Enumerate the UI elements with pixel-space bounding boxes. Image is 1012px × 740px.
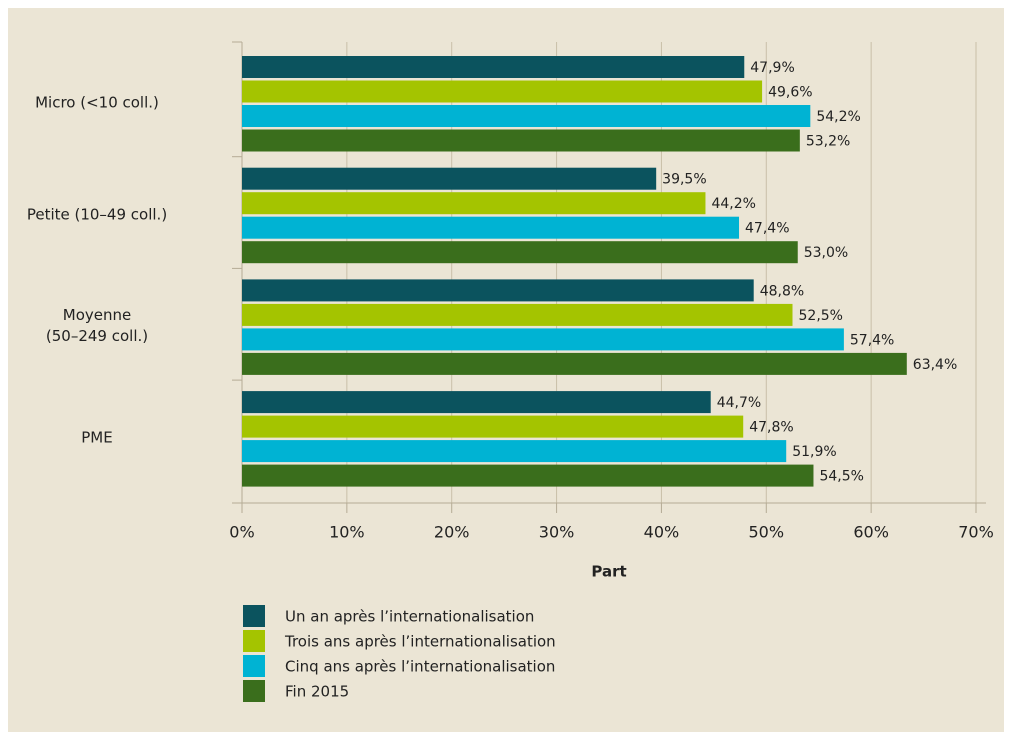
y-tick-label: Moyenne (50–249 coll.) — [45, 306, 149, 346]
bar — [242, 464, 814, 487]
bar — [242, 192, 706, 215]
bar — [242, 391, 711, 414]
bar — [242, 328, 844, 351]
bar — [242, 415, 744, 438]
x-tick-label: 30% — [539, 523, 575, 542]
value-label: 47,4% — [745, 221, 789, 237]
value-label: 47,9% — [750, 60, 794, 76]
bar — [242, 105, 811, 127]
value-label: 53,0% — [804, 245, 848, 261]
value-label: 47,8% — [749, 420, 793, 436]
legend-swatch — [243, 605, 265, 627]
x-tick-label: 40% — [644, 523, 680, 542]
value-label: 39,5% — [662, 172, 706, 188]
value-label: 53,2% — [806, 134, 850, 150]
y-tick-label: Micro (<10 coll.) — [35, 93, 159, 112]
value-label: 48,8% — [760, 283, 804, 299]
legend-swatch — [243, 630, 265, 652]
bar — [242, 279, 754, 302]
y-tick-label: PME — [81, 428, 113, 447]
value-label: 54,5% — [819, 469, 863, 485]
value-label: 57,4% — [850, 332, 894, 348]
value-label: 52,5% — [799, 308, 843, 324]
x-tick-label: 10% — [329, 523, 365, 542]
value-label: 51,9% — [792, 444, 836, 460]
value-label: 49,6% — [768, 85, 812, 101]
value-label: 54,2% — [816, 109, 860, 125]
legend-label: Cinq ans après l’internationalisation — [285, 658, 555, 676]
legend-label: Un an après l’internationalisation — [285, 608, 534, 626]
legend-label: Fin 2015 — [285, 683, 349, 701]
bar — [242, 241, 798, 264]
legend-swatch — [243, 680, 265, 702]
x-tick-label: 70% — [958, 523, 994, 542]
x-tick-label: 50% — [749, 523, 785, 542]
bar — [242, 167, 657, 190]
bar — [242, 440, 787, 463]
x-tick-label: 60% — [853, 523, 889, 542]
value-label: 44,7% — [717, 395, 761, 411]
legend-swatch — [243, 655, 265, 677]
value-label: 63,4% — [913, 357, 957, 373]
legend-label: Trois ans après l’internationalisation — [284, 633, 556, 651]
value-label: 44,2% — [711, 196, 755, 212]
bar — [242, 216, 740, 239]
x-tick-label: 20% — [434, 523, 470, 542]
x-tick-label: 0% — [229, 523, 254, 542]
y-tick-label: Petite (10–49 coll.) — [26, 205, 168, 224]
bar — [242, 352, 907, 375]
bar — [242, 56, 745, 78]
bar — [242, 303, 793, 326]
bar — [242, 129, 800, 152]
x-axis-title: Part — [591, 563, 626, 581]
bar — [242, 80, 763, 103]
